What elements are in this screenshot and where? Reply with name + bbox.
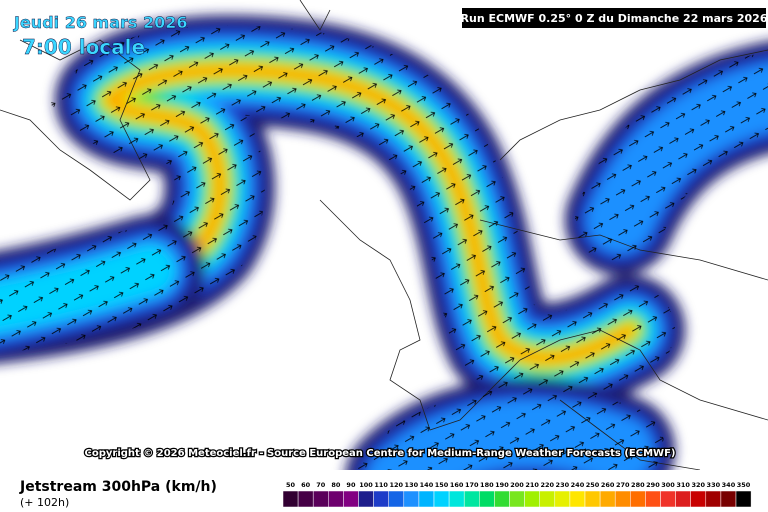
legend-swatch [343,490,359,508]
legend-swatch [554,490,571,508]
legend-swatch [297,490,314,508]
legend-swatch [599,490,616,508]
legend-label: 220 [540,481,554,489]
run-info: Run ECMWF 0.25° 0 Z du Dimanche 22 mars … [461,12,768,25]
legend-label: 320 [691,481,705,489]
wind-arrows [0,0,768,470]
legend-label: 180 [480,481,494,489]
legend-label: 300 [661,481,675,489]
legend-label: 120 [389,481,403,489]
legend-swatch [373,490,389,508]
legend-label: 100 [359,481,373,489]
legend-label: 80 [331,481,341,489]
legend-swatch [358,490,374,508]
legend-label: 260 [601,481,615,489]
legend-label: 190 [495,481,509,489]
legend-label: 330 [707,481,721,489]
legend-label: 70 [316,481,326,489]
footer-title: Jetstream 300hPa (km/h) [19,479,217,495]
color-legend: 50 60 70 80 90 100 110 120 130 140 150 160 170 180 190… [282,481,752,508]
legend-swatch [630,490,646,508]
legend-swatch [463,490,480,508]
legend-swatch [418,490,435,508]
legend-label: 150 [435,481,449,489]
legend-swatch [690,490,707,508]
legend-swatch [705,490,722,508]
legend-label: 170 [465,481,479,489]
legend-swatch [388,490,405,508]
legend-label: 50 [286,481,296,489]
legend-label: 130 [405,481,419,489]
legend-swatch [539,490,556,508]
copyright: Copyright © 2026 Meteociel.fr - Source E… [85,448,676,459]
legend-label: 140 [420,481,434,489]
legend-swatch [433,490,450,508]
forecast-time: 7:00 locale [22,35,145,59]
forecast-date: Jeudi 26 mars 2026 [13,13,188,32]
legend-label: 160 [450,481,464,489]
legend-swatch [675,490,691,508]
legend-swatch [479,490,495,508]
legend-label: 210 [525,481,539,489]
legend-label: 90 [346,481,356,489]
legend-label: 110 [374,481,388,489]
legend-label: 350 [737,481,751,489]
legend-swatch [448,490,465,508]
legend-label: 270 [616,481,630,489]
lead-time: (+ 102h) [20,496,69,509]
legend-label: 60 [301,481,311,489]
legend-label: 290 [646,481,660,489]
legend-label: 240 [571,481,585,489]
legend-swatch [494,490,510,508]
legend-label: 310 [676,481,690,489]
legend-label: 340 [722,481,736,489]
legend-swatch [282,490,299,508]
legend-swatch [720,490,737,508]
legend-swatch [569,490,586,508]
legend-swatch [524,490,540,508]
run-box [462,8,766,28]
legend-swatch [735,490,752,508]
legend-swatch [509,490,525,508]
legend-swatch [645,490,661,508]
legend-label: 280 [631,481,645,489]
legend-swatch [328,490,344,508]
legend-swatch [584,490,601,508]
legend-label: 230 [556,481,570,489]
legend-label: 200 [510,481,524,489]
legend-swatch [614,490,631,508]
legend-swatch [403,490,420,508]
legend-label: 250 [586,481,600,489]
legend-swatch [312,490,329,508]
legend-swatch [660,490,676,508]
